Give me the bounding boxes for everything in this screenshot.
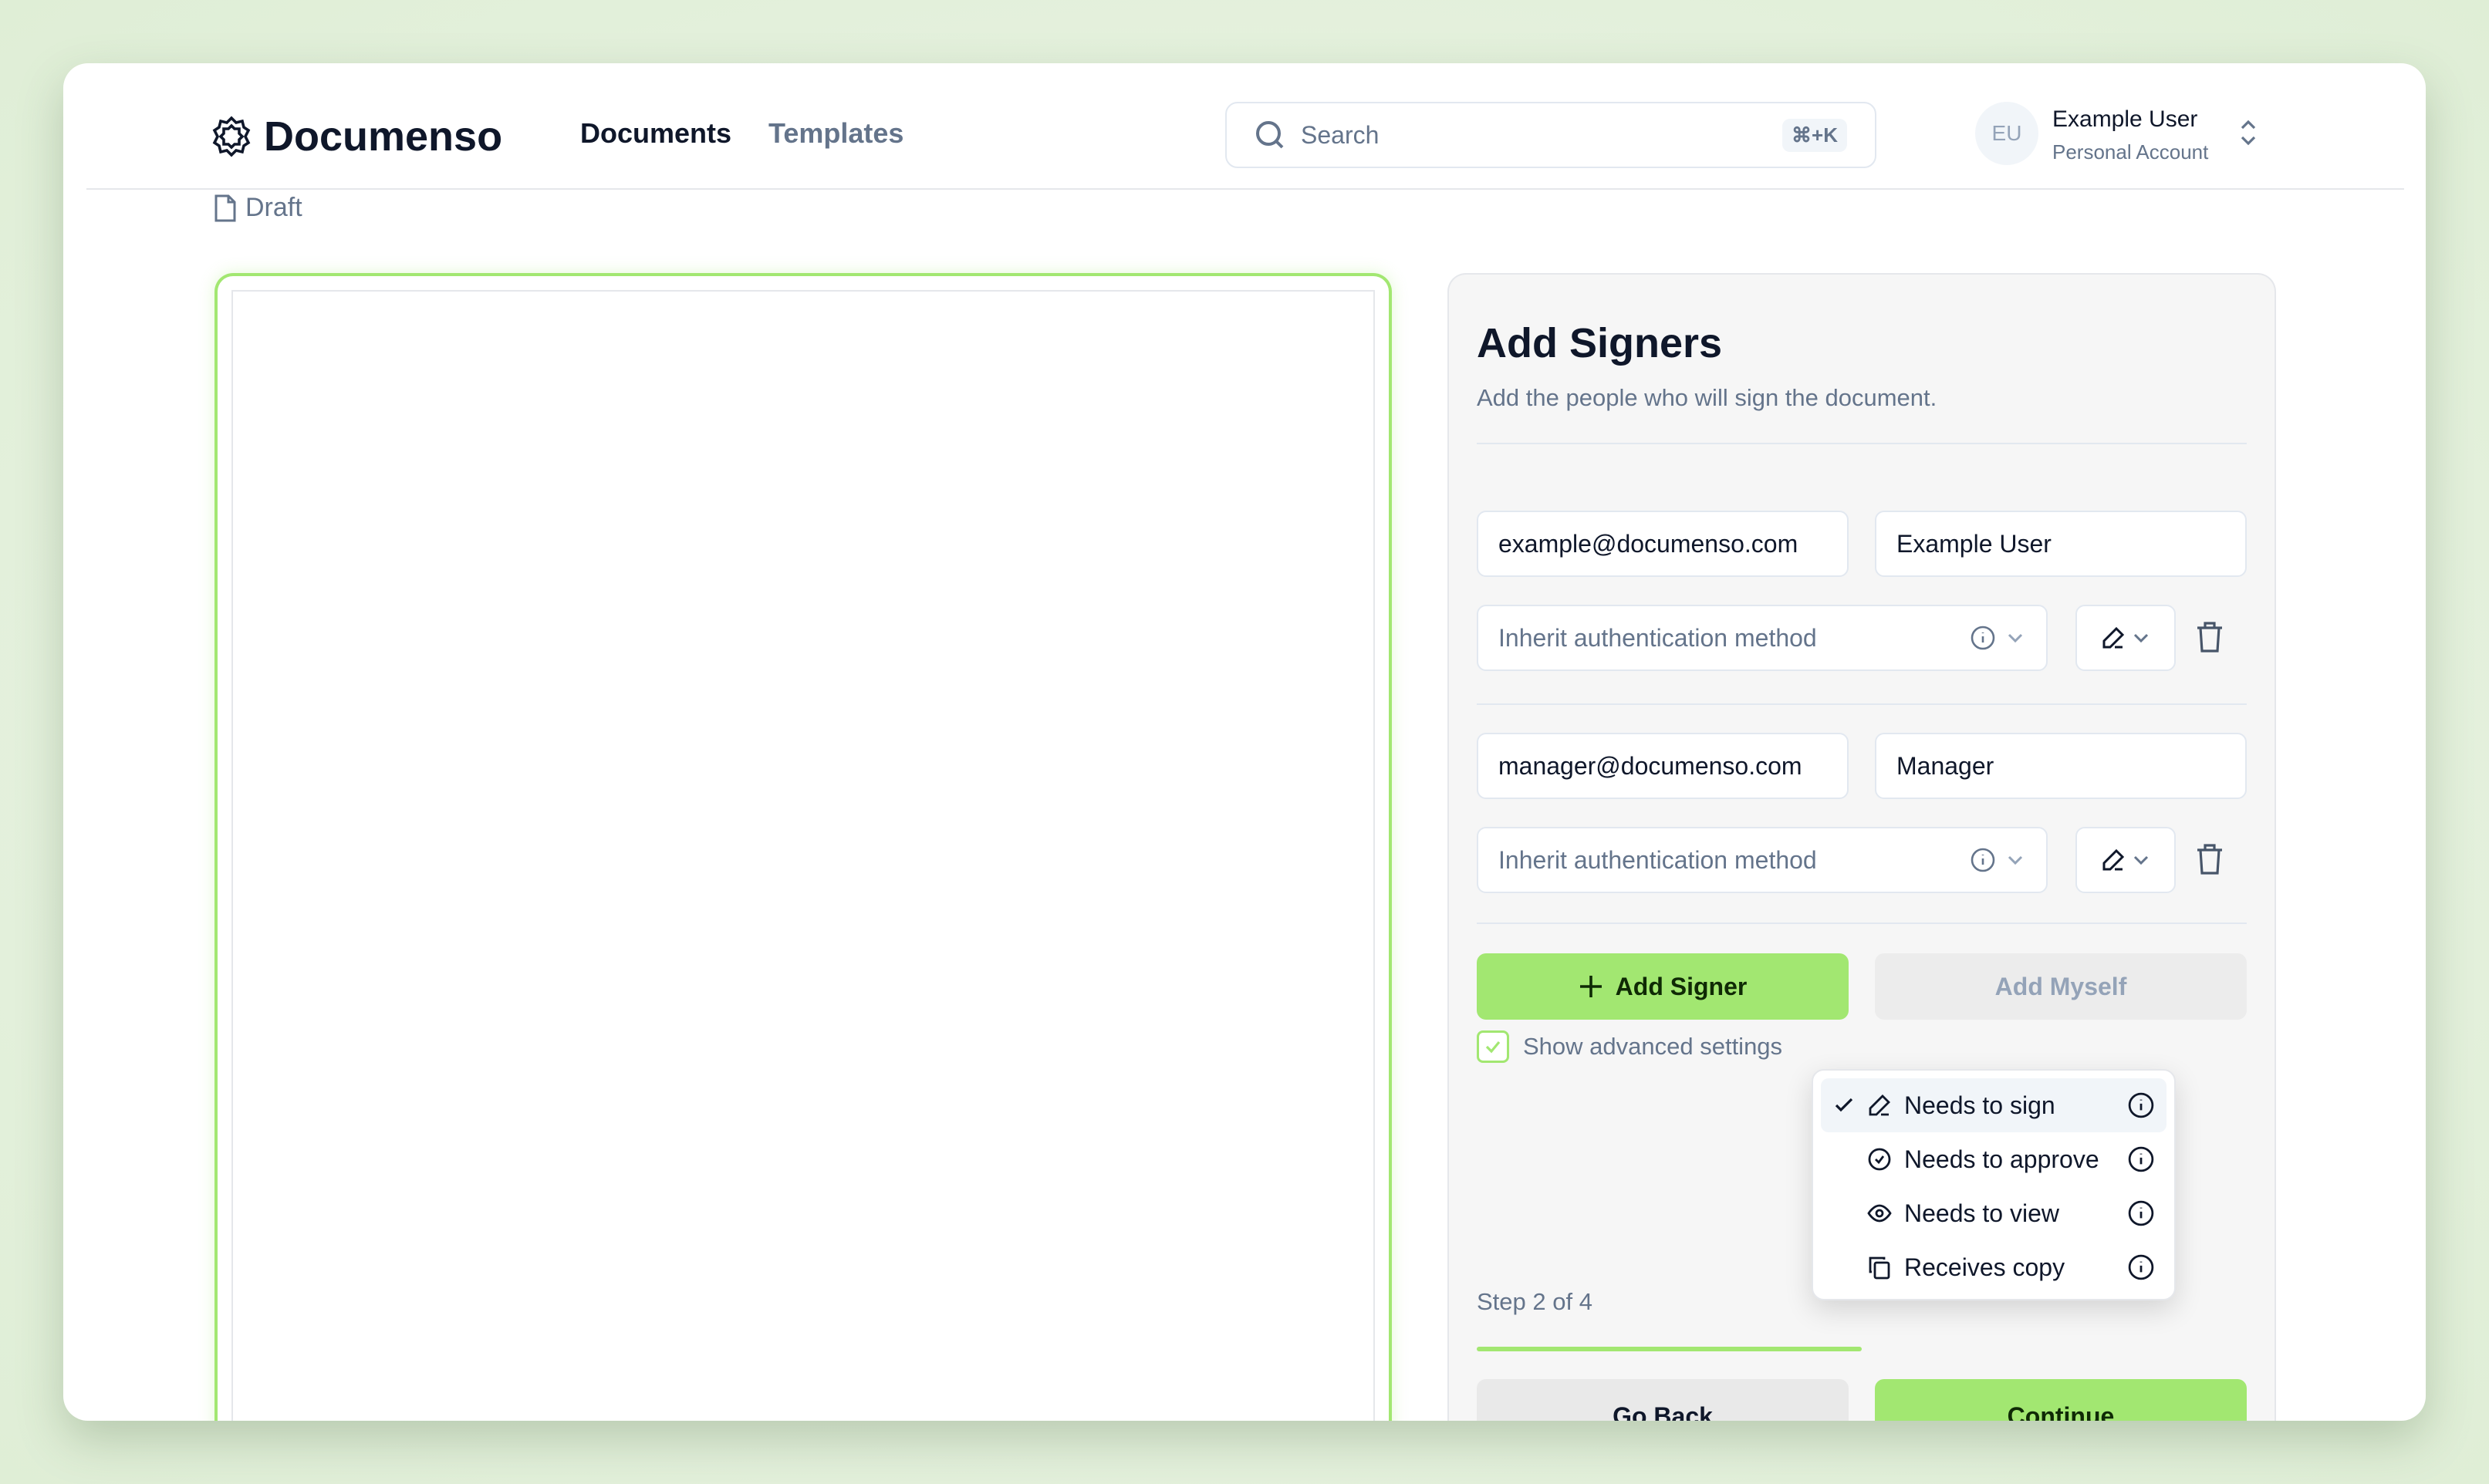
status-label: Draft (245, 193, 302, 222)
document-viewer[interactable] (214, 273, 1392, 1421)
step-indicator: Step 2 of 4 (1477, 1288, 1592, 1315)
signer-1-role-select[interactable] (2075, 605, 2176, 671)
add-signer-label: Add Signer (1615, 972, 1748, 1000)
menu-item-needs-to-approve[interactable]: Needs to approve (1821, 1132, 2166, 1186)
add-myself-button[interactable]: Add Myself (1875, 953, 2247, 1020)
search-input[interactable]: Search ⌘+K (1225, 102, 1876, 168)
advanced-settings-checkbox[interactable]: Show advanced settings (1477, 1030, 1782, 1063)
search-placeholder: Search (1301, 120, 1380, 149)
divider (1477, 703, 2247, 705)
pen-icon (2101, 848, 2126, 872)
chevron-down-icon (2004, 626, 2026, 650)
pen-icon (2101, 626, 2126, 650)
search-shortcut: ⌘+K (1782, 118, 1847, 152)
signer-2-delete-trash-icon[interactable] (2196, 844, 2224, 875)
info-icon[interactable] (2128, 1146, 2154, 1172)
checkbox-check-icon (1477, 1030, 1509, 1063)
avatar[interactable]: EU (1975, 102, 2038, 165)
menu-item-label: Needs to view (1904, 1199, 2059, 1227)
brand-logo[interactable]: Documenso (211, 113, 502, 160)
menu-item-needs-to-view[interactable]: Needs to view (1821, 1186, 2166, 1240)
menu-item-label: Needs to sign (1904, 1091, 2055, 1119)
signer-2-email-field[interactable]: manager@documenso.com (1477, 733, 1849, 799)
info-icon[interactable] (1971, 626, 1995, 650)
menu-item-needs-to-sign[interactable]: Needs to sign (1821, 1078, 2166, 1132)
role-dropdown-menu: Needs to sign Needs to approve Needs to … (1812, 1069, 2176, 1300)
step-progress-bar (1477, 1347, 2247, 1351)
search-icon (1255, 120, 1285, 150)
panel-subtitle: Add the people who will sign the documen… (1477, 384, 1937, 411)
add-signer-button[interactable]: Add Signer (1477, 953, 1849, 1020)
chevron-down-icon (2004, 848, 2026, 872)
copy-icon (1867, 1255, 1892, 1280)
app-window: Documenso Documents Templates Search ⌘+K… (63, 63, 2426, 1421)
signer-2-role-select[interactable] (2075, 827, 2176, 893)
brand-name: Documenso (264, 113, 503, 160)
user-name[interactable]: Example User (2052, 106, 2198, 132)
info-icon[interactable] (2128, 1200, 2154, 1226)
account-label: Personal Account (2052, 140, 2209, 164)
plus-icon (1579, 974, 1603, 999)
signer-1-delete-trash-icon[interactable] (2196, 622, 2224, 653)
continue-button[interactable]: Continue (1875, 1379, 2247, 1421)
document-page (231, 290, 1375, 1421)
signer-1-name-field[interactable]: Example User (1875, 511, 2247, 577)
pen-icon (1867, 1093, 1892, 1118)
panel-title: Add Signers (1477, 320, 1723, 366)
logo-icon (211, 115, 252, 158)
divider (1477, 443, 2247, 444)
menu-item-receives-copy[interactable]: Receives copy (1821, 1240, 2166, 1294)
chevron-down-icon (2132, 627, 2150, 649)
nav-templates[interactable]: Templates (768, 117, 904, 149)
info-icon[interactable] (2128, 1092, 2154, 1118)
info-icon[interactable] (1971, 848, 1995, 872)
divider (1477, 922, 2247, 924)
menu-item-label: Receives copy (1904, 1253, 2065, 1281)
badge-check-icon (1867, 1147, 1892, 1172)
step-progress-fill (1477, 1347, 1862, 1351)
info-icon[interactable] (2128, 1254, 2154, 1280)
file-icon (214, 194, 236, 222)
go-back-button[interactable]: Go Back (1477, 1379, 1849, 1421)
check-icon (1833, 1094, 1855, 1116)
chevron-down-icon (2132, 849, 2150, 871)
chevrons-up-down-icon[interactable] (2239, 119, 2258, 147)
nav-documents[interactable]: Documents (580, 117, 732, 149)
eye-icon (1867, 1201, 1892, 1226)
signer-2-name-field[interactable]: Manager (1875, 733, 2247, 799)
auth-select-value: Inherit authentication method (1498, 623, 1817, 652)
signer-1-auth-select[interactable]: Inherit authentication method (1477, 605, 2048, 671)
signer-2-auth-select[interactable]: Inherit authentication method (1477, 827, 2048, 893)
document-status: Draft (214, 193, 302, 223)
advanced-settings-label: Show advanced settings (1523, 1033, 1783, 1060)
menu-item-label: Needs to approve (1904, 1145, 2099, 1173)
header-divider (86, 188, 2404, 190)
auth-select-value: Inherit authentication method (1498, 845, 1817, 874)
signer-1-email-field[interactable]: example@documenso.com (1477, 511, 1849, 577)
